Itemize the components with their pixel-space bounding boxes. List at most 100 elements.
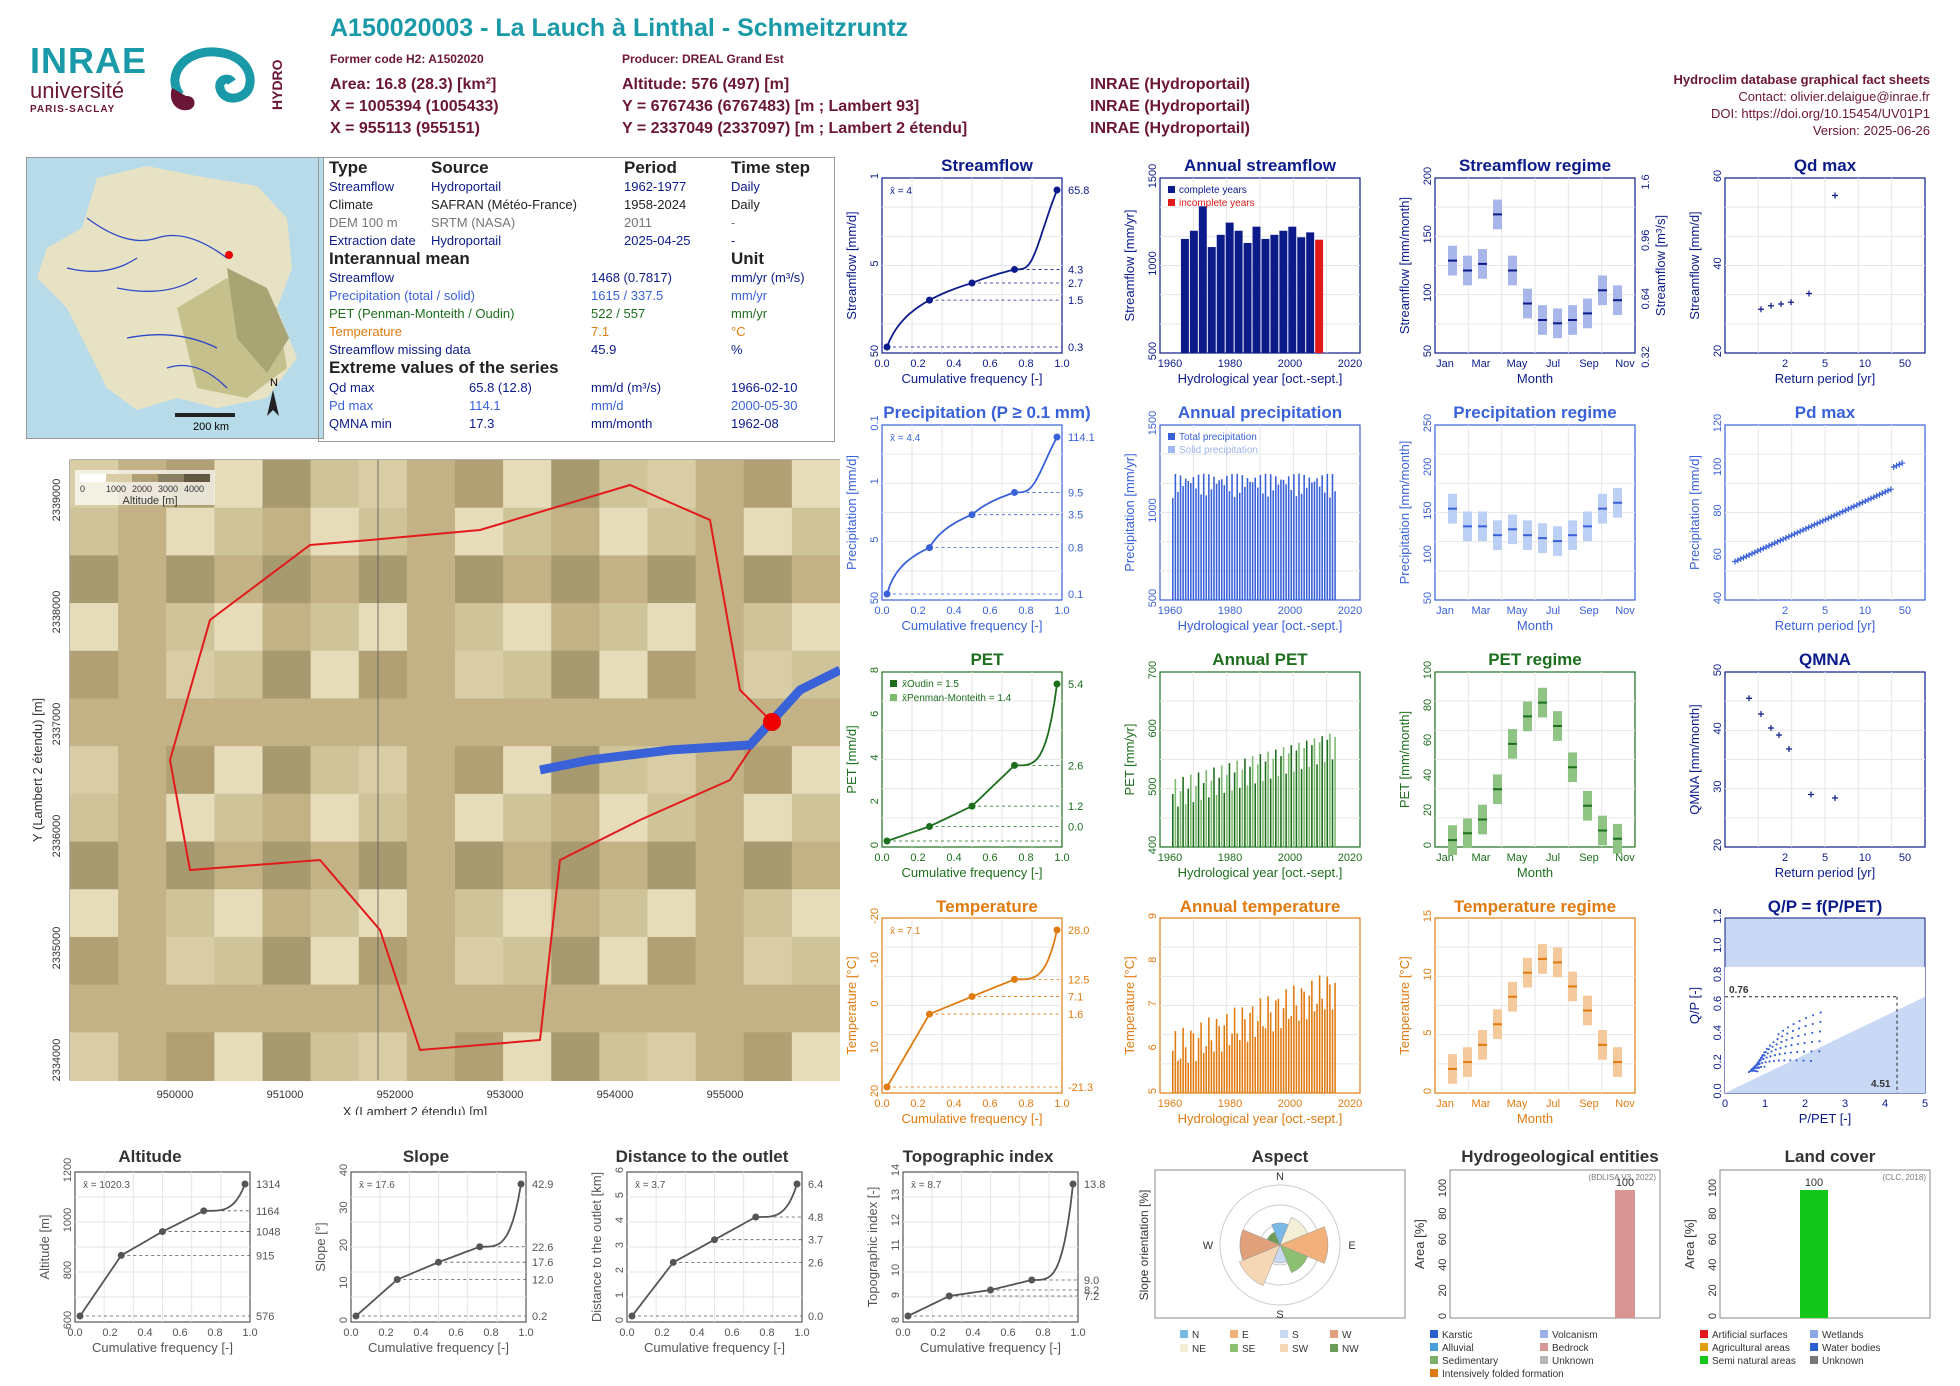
- legend-entry: E: [1242, 1330, 1249, 1341]
- y-tick-label: 100: [1422, 661, 1434, 679]
- qp-point: [1763, 1065, 1766, 1068]
- y-tick-label: 0.64: [1640, 288, 1652, 309]
- scatter-point: [1890, 464, 1897, 470]
- dem-cell: [503, 889, 553, 938]
- legend-entry: Solid precipitation: [1179, 445, 1258, 456]
- y-tick-label: 20: [1437, 1284, 1449, 1296]
- x-axis-label: Cumulative frequency [-]: [902, 865, 1043, 880]
- dem-cell: [358, 793, 408, 843]
- scatter-point: [1832, 795, 1838, 801]
- scatter-point: [1749, 550, 1755, 557]
- legend-entry: Agricultural areas: [1712, 1343, 1790, 1354]
- scatter-point: [1814, 520, 1821, 527]
- th-timestep: Time step: [731, 158, 811, 177]
- dem-cell: [70, 889, 120, 938]
- ext-date: 1966-02-10: [731, 380, 798, 395]
- annual-bar: [1257, 487, 1259, 600]
- y-tick-label: 0.8: [1712, 967, 1724, 982]
- x-tick-label: 1.0: [1054, 358, 1069, 370]
- qp-point: [1760, 1066, 1762, 1068]
- x-tick-label: Jul: [1546, 605, 1560, 617]
- x-tick-label: 0.0: [874, 852, 889, 864]
- chart-streamflow_regime: Jan Mar May Jul Sep Nov 50 100 150 200 0.32 0.64 0.9…: [1397, 167, 1668, 386]
- y-tick-label: 80: [1707, 1207, 1719, 1219]
- annual-bar: [1285, 989, 1287, 1093]
- x-tick-label: 3: [1842, 1098, 1848, 1110]
- dem-cell: [214, 1032, 264, 1081]
- qp-point: [1790, 1044, 1793, 1047]
- dem-cell: [551, 984, 601, 1034]
- y-tick-label: 600: [62, 1311, 74, 1329]
- y-tick-label: 100: [1422, 283, 1434, 301]
- scatter-point: [1794, 529, 1801, 536]
- y-axis-label: Y (Lambert 2 étendu) [m]: [30, 698, 45, 842]
- annual-bar: [1305, 740, 1308, 847]
- y-tick-label: 0: [1437, 1313, 1449, 1319]
- legend-tick: 2000: [132, 484, 152, 494]
- annual-bar: [1259, 998, 1262, 1093]
- scatter-point: [1786, 746, 1792, 752]
- precip-title: Precipitation (P ≥ 0.1 mm): [883, 403, 1090, 422]
- scatter-point: [1819, 517, 1826, 524]
- y-tick-label: 60: [1437, 1233, 1449, 1245]
- annual-bar: [1210, 1040, 1213, 1093]
- x-tick-label: 1.0: [242, 1327, 257, 1339]
- inter-value: 1615 / 337.5: [591, 288, 664, 303]
- dem-cell: [647, 841, 697, 891]
- annual-bar: [1172, 794, 1174, 847]
- qp-pet-title: Q/P = f(P/PET): [1768, 897, 1882, 916]
- qp-point: [1812, 1014, 1815, 1017]
- dem-cell: [214, 889, 264, 938]
- x-tick-label: 0.8: [207, 1327, 222, 1339]
- x-tick-label: 2: [1782, 605, 1788, 617]
- dem-cell: [743, 984, 793, 1034]
- dem-cell: [310, 698, 360, 748]
- row-type: Streamflow: [329, 179, 395, 194]
- x-tick-label: 10: [1859, 852, 1871, 864]
- annual-bar: [1280, 479, 1282, 600]
- y-tick-label: 2337000: [51, 703, 63, 746]
- x-tick-label: 0.8: [1035, 1327, 1050, 1339]
- legend-entry: Water bodies: [1822, 1343, 1881, 1354]
- annual-bar: [1290, 489, 1293, 600]
- annual-bar: [1177, 1060, 1179, 1093]
- qp-point: [1751, 1069, 1754, 1072]
- x-tick-label: 0.0: [619, 1327, 634, 1339]
- qp-point: [1765, 1047, 1768, 1050]
- qp-point: [1796, 1043, 1799, 1045]
- y-axis-label: Precipitation [mm/month]: [1397, 441, 1412, 585]
- y-tick-label: 9: [890, 1292, 902, 1298]
- scatter-point: [1734, 557, 1741, 564]
- x-tick-label: May: [1507, 605, 1528, 617]
- x-tick-label: 10: [1859, 358, 1871, 370]
- annual-bar: [1290, 745, 1293, 847]
- dem-cell: [214, 984, 264, 1034]
- source-1: INRAE (Hydroportail): [1090, 76, 1250, 93]
- qp-point: [1769, 1055, 1772, 1058]
- y-tick-label: 500: [1147, 342, 1159, 360]
- annual-bar: [1290, 1016, 1293, 1093]
- x-tick-label: May: [1507, 852, 1528, 864]
- annual-bar: [1329, 984, 1331, 1093]
- dem-cell: [743, 793, 793, 843]
- qp-point: [1791, 1030, 1794, 1032]
- rose-sector: [1239, 1244, 1281, 1286]
- y-axis-label: Streamflow [mm/d]: [844, 211, 859, 319]
- dem-cell: [358, 841, 408, 891]
- y-tick-label: 2: [614, 1267, 626, 1273]
- dem-cell: [743, 555, 793, 605]
- dem-cell: [166, 1032, 216, 1081]
- legend-entry: Artificial surfaces: [1712, 1330, 1788, 1341]
- annual-bar: [1251, 1006, 1254, 1093]
- annual-bar: [1246, 785, 1249, 847]
- dem-cell: [791, 984, 841, 1034]
- dem-cell: [406, 603, 456, 652]
- row-timestep: -: [731, 233, 736, 248]
- dem-cell: [406, 698, 456, 748]
- y-tick-label: 120: [1712, 414, 1724, 432]
- right-tick-label: 114.1: [1068, 432, 1095, 444]
- annual-bar: [1226, 1014, 1228, 1093]
- qp-point: [1804, 1033, 1806, 1036]
- x-tick-label: May: [1507, 358, 1528, 370]
- annual-bar: [1264, 761, 1267, 847]
